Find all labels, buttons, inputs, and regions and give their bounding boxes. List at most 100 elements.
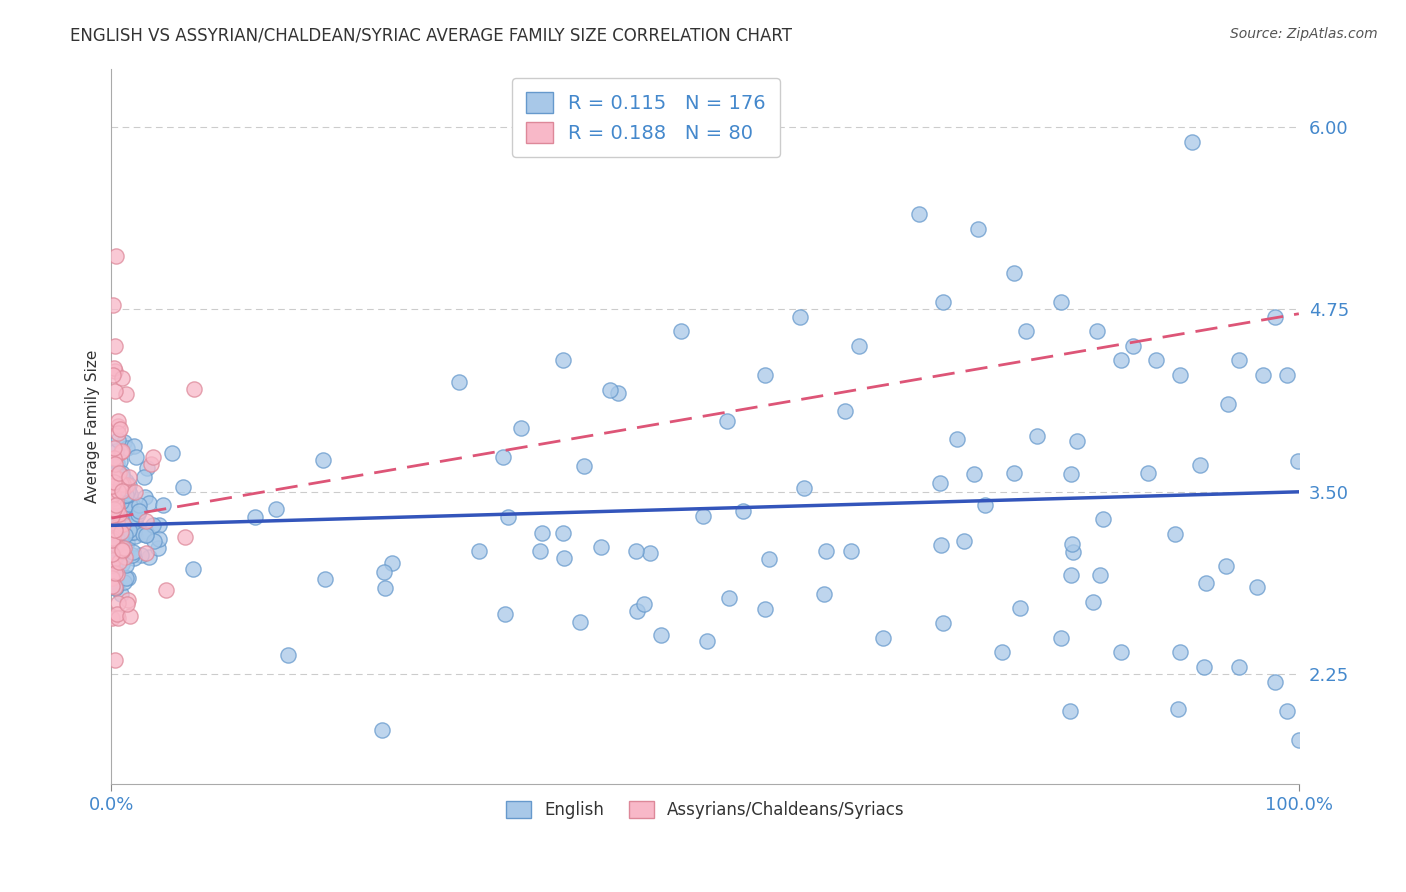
Point bbox=[1181, 135, 1204, 149]
Point bbox=[127, 507, 149, 521]
Point bbox=[174, 530, 197, 544]
Point bbox=[104, 249, 127, 263]
Point bbox=[104, 580, 127, 594]
Point bbox=[138, 550, 160, 565]
Point bbox=[1062, 545, 1084, 559]
Point bbox=[1050, 631, 1073, 645]
Point bbox=[105, 501, 128, 516]
Point bbox=[1229, 353, 1251, 368]
Point bbox=[101, 500, 124, 514]
Point bbox=[1122, 339, 1144, 353]
Point bbox=[104, 481, 127, 495]
Point bbox=[103, 502, 125, 516]
Point bbox=[1215, 559, 1237, 574]
Point bbox=[496, 510, 519, 524]
Point bbox=[112, 481, 135, 495]
Point bbox=[103, 470, 125, 484]
Point bbox=[1229, 660, 1251, 674]
Point bbox=[115, 387, 138, 401]
Point bbox=[101, 483, 124, 498]
Point bbox=[104, 339, 127, 353]
Point bbox=[139, 457, 162, 471]
Point bbox=[793, 482, 815, 496]
Point bbox=[103, 541, 125, 556]
Point bbox=[277, 648, 299, 662]
Point bbox=[650, 628, 672, 642]
Point bbox=[108, 422, 131, 436]
Point bbox=[1088, 568, 1111, 582]
Point bbox=[733, 504, 755, 518]
Point bbox=[572, 459, 595, 474]
Point bbox=[142, 518, 165, 533]
Point bbox=[1085, 324, 1108, 338]
Point bbox=[104, 558, 127, 573]
Point bbox=[104, 494, 127, 508]
Point bbox=[115, 441, 138, 455]
Point bbox=[118, 478, 141, 492]
Point bbox=[110, 542, 132, 557]
Point bbox=[103, 549, 125, 564]
Point bbox=[1192, 660, 1215, 674]
Point bbox=[108, 508, 131, 522]
Point bbox=[112, 434, 135, 449]
Point bbox=[1275, 368, 1298, 382]
Point bbox=[1251, 368, 1274, 382]
Point bbox=[128, 498, 150, 512]
Point bbox=[494, 607, 516, 621]
Point bbox=[110, 535, 132, 549]
Point bbox=[124, 529, 146, 543]
Point bbox=[1168, 645, 1191, 659]
Point bbox=[104, 487, 127, 501]
Point bbox=[591, 540, 613, 554]
Point bbox=[111, 467, 134, 481]
Point bbox=[107, 519, 129, 533]
Point bbox=[134, 490, 156, 504]
Point bbox=[120, 509, 142, 524]
Point bbox=[492, 450, 515, 464]
Point bbox=[104, 523, 127, 537]
Point bbox=[110, 529, 132, 543]
Point bbox=[111, 516, 134, 531]
Point bbox=[103, 491, 125, 505]
Point bbox=[101, 515, 124, 529]
Point bbox=[1059, 467, 1081, 481]
Point bbox=[124, 521, 146, 535]
Point bbox=[1288, 733, 1310, 747]
Point bbox=[117, 488, 139, 502]
Point bbox=[1060, 568, 1083, 582]
Point bbox=[104, 518, 127, 533]
Point bbox=[626, 604, 648, 618]
Point bbox=[115, 477, 138, 491]
Point bbox=[103, 541, 125, 555]
Point bbox=[122, 551, 145, 566]
Point bbox=[973, 498, 995, 512]
Point bbox=[101, 298, 124, 312]
Point bbox=[243, 510, 266, 524]
Point bbox=[531, 526, 554, 541]
Point bbox=[122, 438, 145, 452]
Point bbox=[105, 538, 128, 552]
Point bbox=[117, 592, 139, 607]
Point bbox=[114, 528, 136, 542]
Point bbox=[929, 538, 952, 552]
Point bbox=[125, 450, 148, 464]
Point bbox=[716, 414, 738, 428]
Point bbox=[101, 610, 124, 624]
Point bbox=[1091, 512, 1114, 526]
Point bbox=[103, 361, 125, 376]
Point bbox=[1136, 466, 1159, 480]
Point bbox=[1168, 368, 1191, 382]
Point bbox=[111, 370, 134, 384]
Point bbox=[633, 597, 655, 611]
Point bbox=[105, 607, 128, 622]
Point bbox=[1264, 310, 1286, 324]
Point bbox=[314, 573, 336, 587]
Point bbox=[115, 474, 138, 488]
Point bbox=[929, 476, 952, 491]
Point bbox=[104, 566, 127, 580]
Point bbox=[872, 631, 894, 645]
Point bbox=[105, 537, 128, 551]
Point bbox=[138, 496, 160, 510]
Point bbox=[120, 608, 142, 623]
Text: ENGLISH VS ASSYRIAN/CHALDEAN/SYRIAC AVERAGE FAMILY SIZE CORRELATION CHART: ENGLISH VS ASSYRIAN/CHALDEAN/SYRIAC AVER… bbox=[70, 27, 793, 45]
